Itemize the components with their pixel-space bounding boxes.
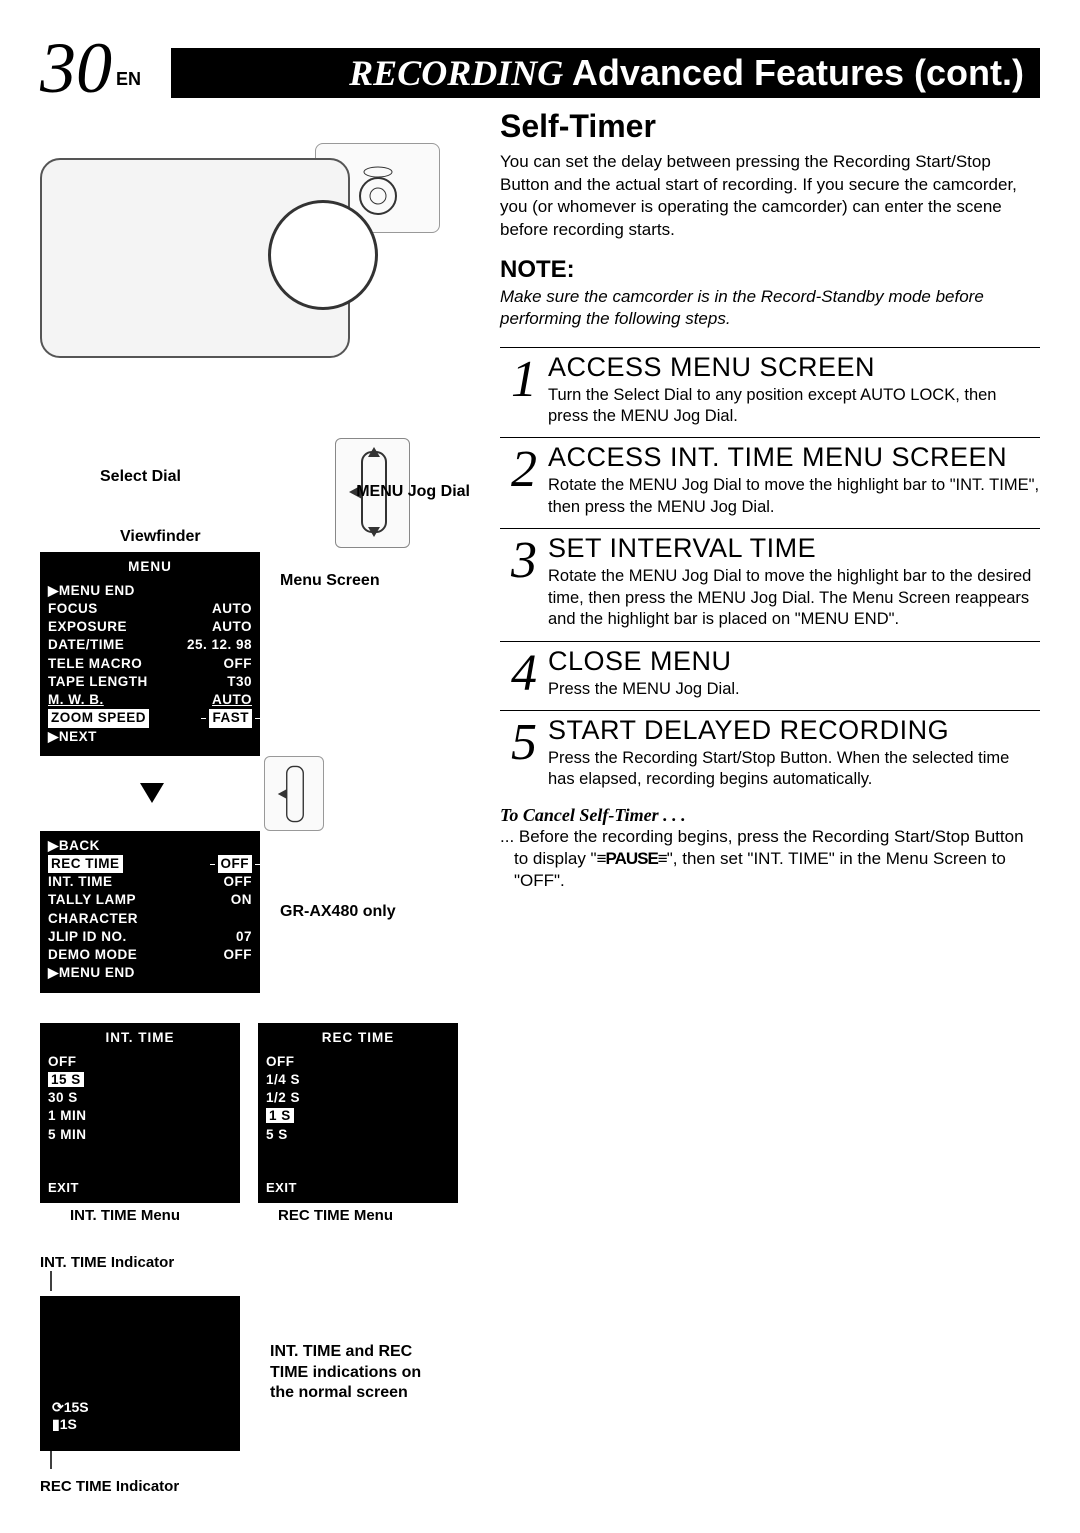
intro-text: You can set the delay between pressing t… [500, 151, 1040, 243]
feature-title: Self-Timer [500, 108, 1040, 145]
right-column: Self-Timer You can set the delay between… [500, 108, 1040, 1495]
step: 3SET INTERVAL TIMERotate the MENU Jog Di… [500, 528, 1040, 630]
camcorder-body [40, 158, 350, 358]
menu-row: INT. TIMEOFF [48, 873, 252, 891]
menu-row: CHARACTER [48, 910, 252, 928]
step-heading: ACCESS MENU SCREEN [548, 352, 1040, 383]
sub-menus-row: INT. TIME OFF15 S30 S1 MIN5 MIN EXIT INT… [40, 1023, 470, 1224]
menu-screen-1: MENU ▶MENU ENDFOCUSAUTOEXPOSUREAUTODATE/… [40, 552, 260, 756]
submenu-row: 15 S [48, 1071, 232, 1089]
step: 5START DELAYED RECORDINGPress the Record… [500, 710, 1040, 791]
submenu-row: 1 S [266, 1107, 450, 1125]
int-menu-caption: INT. TIME Menu [70, 1207, 250, 1224]
step-number: 4 [500, 648, 548, 700]
camcorder-diagram: Recording Start/Stop Button [40, 158, 470, 498]
int-menu-title: INT. TIME [48, 1029, 232, 1047]
menu-row: JLIP ID NO.07 [48, 928, 252, 946]
note-heading: NOTE: [500, 256, 1040, 284]
step-number: 2 [500, 444, 548, 518]
menu-row: ▶MENU END [48, 964, 252, 982]
int-indicator-label: INT. TIME Indicator [40, 1254, 470, 1271]
menu-row: TALLY LAMPON [48, 891, 252, 909]
step: 4CLOSE MENUPress the MENU Jog Dial. [500, 641, 1040, 700]
step-heading: CLOSE MENU [548, 646, 1040, 677]
select-dial-label: Select Dial [100, 468, 181, 486]
int-time-menu: INT. TIME OFF15 S30 S1 MIN5 MIN EXIT [40, 1023, 240, 1203]
menu-row: ▶MENU END [48, 582, 252, 600]
title-rest: Advanced Features (cont.) [563, 52, 1024, 93]
submenu-row: OFF [266, 1053, 450, 1071]
rec-menu-caption: REC TIME Menu [278, 1207, 468, 1224]
menu-row: DATE/TIME25. 12. 98 [48, 636, 252, 654]
step-heading: START DELAYED RECORDING [548, 715, 1040, 746]
int-menu-exit: EXIT [48, 1179, 79, 1197]
step: 2ACCESS INT. TIME MENU SCREENRotate the … [500, 437, 1040, 518]
title-bar: RECORDING Advanced Features (cont.) [171, 48, 1040, 98]
indicator-screen: ⟳15S ▮1S [40, 1296, 240, 1451]
page-number: 30 [40, 40, 112, 98]
rec-time-menu: REC TIME OFF1/4 S1/2 S1 S5 S EXIT [258, 1023, 458, 1203]
submenu-row: 1/2 S [266, 1089, 450, 1107]
step-number: 3 [500, 535, 548, 630]
step-desc: Rotate the MENU Jog Dial to move the hig… [548, 566, 1040, 630]
menu-row: TELE MACROOFF [48, 655, 252, 673]
submenu-row: 1 MIN [48, 1107, 232, 1125]
step-desc: Turn the Select Dial to any position exc… [548, 385, 1040, 428]
viewfinder-label: Viewfinder [120, 528, 470, 546]
step-heading: ACCESS INT. TIME MENU SCREEN [548, 442, 1040, 473]
menu-screen-2: ▶BACKREC TIMEOFFINT. TIMEOFFTALLY LAMPON… [40, 831, 260, 993]
camcorder-lens [268, 200, 378, 310]
menu-screen-label: Menu Screen [280, 572, 380, 590]
rec-indicator-label: REC TIME Indicator [40, 1478, 470, 1495]
menu-row: REC TIMEOFF [48, 855, 252, 873]
step-number: 5 [500, 717, 548, 791]
submenu-row: OFF [48, 1053, 232, 1071]
rec-menu-exit: EXIT [266, 1179, 297, 1197]
menu-row: ZOOM SPEEDFAST [48, 709, 252, 727]
step-desc: Press the MENU Jog Dial. [548, 679, 1040, 700]
submenu-row: 5 S [266, 1126, 450, 1144]
page-suffix: EN [116, 69, 141, 90]
left-column: Recording Start/Stop Button [40, 108, 470, 1495]
ind-line-1: ⟳15S [52, 1399, 89, 1416]
menu-row: M. W. B.AUTO [48, 691, 252, 709]
step-desc: Rotate the MENU Jog Dial to move the hig… [548, 475, 1040, 518]
arrow-down-icon [140, 783, 164, 803]
cancel-heading: To Cancel Self-Timer . . . [500, 805, 1040, 826]
menu1-title: MENU [48, 558, 252, 576]
menu-row: DEMO MODEOFF [48, 946, 252, 964]
menu-jog-dial-label: MENU Jog Dial [356, 483, 470, 501]
page-header: 30 EN RECORDING Advanced Features (cont.… [40, 40, 1040, 98]
ind-line-2: ▮1S [52, 1416, 89, 1433]
menu-row: ▶NEXT [48, 728, 252, 746]
step-desc: Press the Recording Start/Stop Button. W… [548, 748, 1040, 791]
submenu-row: 1/4 S [266, 1071, 450, 1089]
step-number: 1 [500, 354, 548, 428]
cancel-body: ... Before the recording begins, press t… [514, 826, 1040, 892]
menu-row: TAPE LENGTHT30 [48, 673, 252, 691]
submenu-row: 30 S [48, 1089, 232, 1107]
title-recording: RECORDING [349, 53, 563, 93]
step-heading: SET INTERVAL TIME [548, 533, 1040, 564]
rec-menu-title: REC TIME [266, 1029, 450, 1047]
note-body: Make sure the camcorder is in the Record… [500, 286, 1040, 330]
pause-glyph: ≡PAUSE≡ [597, 849, 667, 868]
menu-row: EXPOSUREAUTO [48, 618, 252, 636]
submenu-row: 5 MIN [48, 1126, 232, 1144]
menu-row: ▶BACK [48, 837, 252, 855]
menu-row: FOCUSAUTO [48, 600, 252, 618]
jog-knob-icon [264, 756, 324, 831]
step: 1ACCESS MENU SCREENTurn the Select Dial … [500, 347, 1040, 428]
indicator-side-caption: INT. TIME and REC TIME indications on th… [270, 1342, 430, 1404]
model-note: GR-AX480 only [280, 903, 396, 921]
